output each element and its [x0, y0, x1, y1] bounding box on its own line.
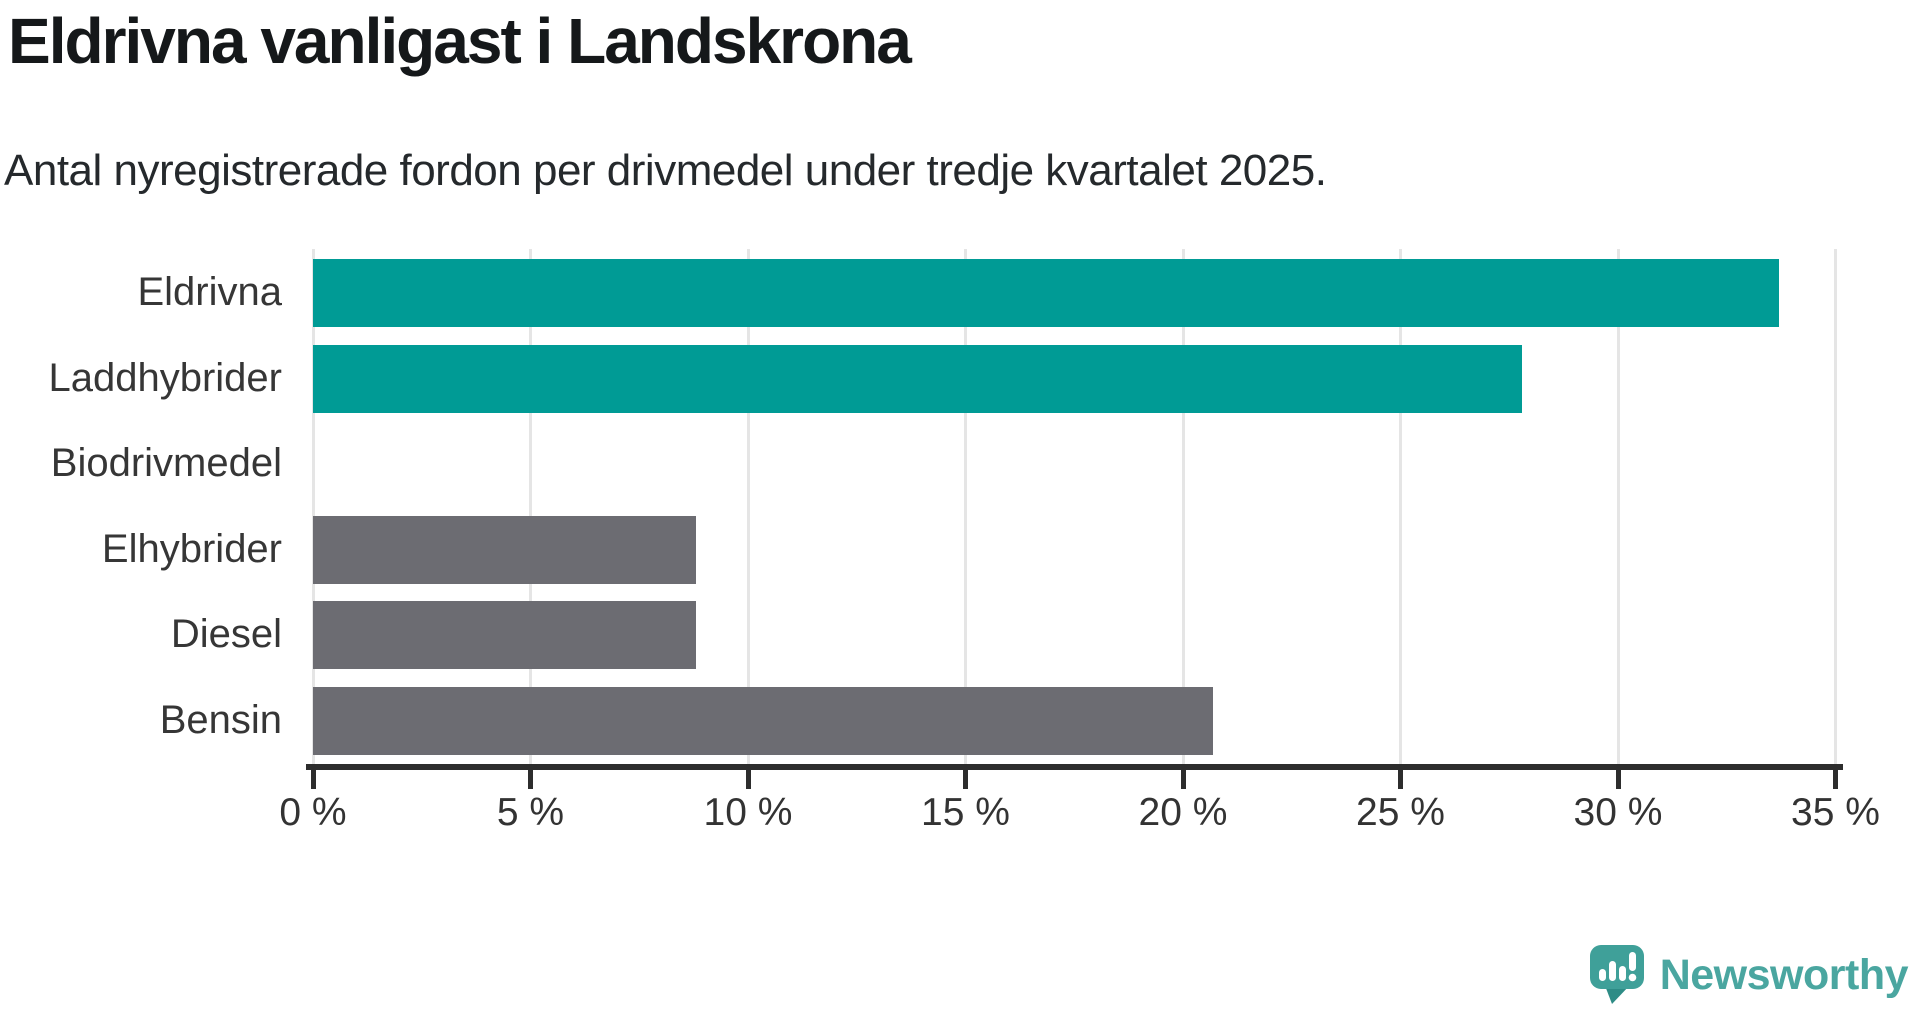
x-tick-label-30-percent: 30 %	[1573, 791, 1663, 834]
category-axis-labels: Eldrivna Laddhybrider Biodrivmedel Elhybrid…	[0, 249, 283, 764]
gridline-5-percent	[529, 249, 532, 764]
plot-area	[311, 249, 1837, 764]
chart-subtitle: Antal nyregistrerade fordon per drivmede…	[4, 146, 1327, 195]
x-tick-20-percent	[1180, 764, 1186, 789]
category-label-diesel: Diesel	[170, 612, 282, 657]
x-tick-label-20-percent: 20 %	[1138, 791, 1228, 834]
x-tick-15-percent	[963, 764, 968, 789]
gridline-35-percent	[1834, 249, 1837, 764]
category-label-elhybrider: Elhybrider	[101, 526, 282, 571]
x-tick-label-25-percent: 25 %	[1356, 791, 1445, 834]
bar-laddhybrider	[313, 344, 1523, 413]
bar-bensin	[313, 686, 1214, 755]
gridline-15-percent	[964, 249, 967, 764]
x-tick-25-percent	[1398, 764, 1403, 789]
bar-diesel	[313, 601, 696, 670]
x-tick-5-percent	[528, 764, 533, 789]
bar-eldrivna	[313, 259, 1779, 328]
category-label-laddhybrider: Laddhybrider	[48, 355, 283, 400]
brand-name: Newsworthy	[1659, 950, 1909, 999]
x-axis-line	[306, 764, 1843, 770]
category-label-biodrivmedel: Biodrivmedel	[50, 441, 282, 486]
chart-title: Eldrivna vanligast i Landskrona	[8, 5, 912, 77]
x-tick-10-percent	[745, 764, 751, 789]
gridline-0-percent	[311, 249, 315, 764]
x-tick-35-percent	[1833, 764, 1838, 789]
brand-footer: Newsworthy	[1589, 944, 1909, 1006]
x-tick-label-15-percent: 15 %	[921, 791, 1010, 834]
x-tick-label-10-percent: 10 %	[703, 791, 793, 834]
newsworthy-logo-icon	[1589, 945, 1644, 1004]
x-tick-30-percent	[1615, 764, 1621, 789]
x-tick-0-percent	[310, 764, 316, 789]
gridline-20-percent	[1181, 249, 1185, 764]
x-tick-label-5-percent: 5 %	[496, 791, 565, 834]
bar-elhybrider	[313, 515, 696, 584]
category-label-eldrivna: Eldrivna	[137, 270, 282, 315]
gridline-10-percent	[746, 249, 750, 764]
gridline-25-percent	[1399, 249, 1402, 764]
gridline-30-percent	[1616, 249, 1620, 764]
x-tick-label-0-percent: 0 %	[279, 791, 347, 834]
x-tick-label-35-percent: 35 %	[1791, 791, 1880, 834]
category-label-bensin: Bensin	[159, 697, 282, 742]
